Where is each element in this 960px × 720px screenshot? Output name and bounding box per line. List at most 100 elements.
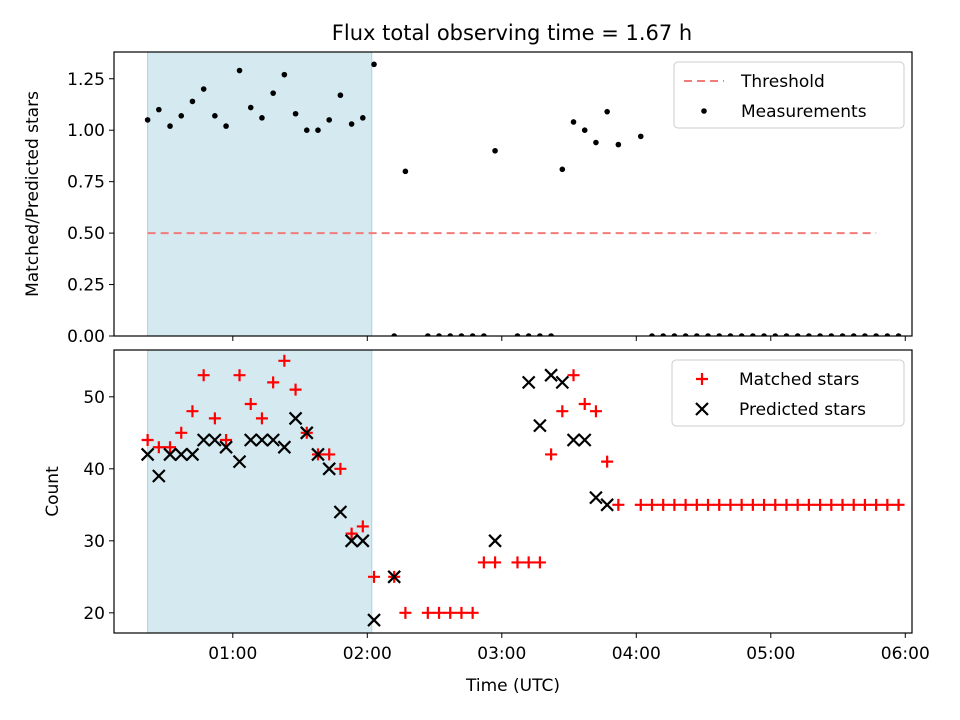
matched-stars-point xyxy=(466,606,479,619)
measurements-point xyxy=(559,166,566,173)
measurements-point xyxy=(436,333,442,336)
matched-stars-point xyxy=(713,498,726,511)
measurements-point xyxy=(884,333,891,336)
matched-stars-point xyxy=(634,498,647,511)
matched-stars-point xyxy=(356,520,369,533)
legend-predicted-stars-label: Predicted stars xyxy=(739,400,866,420)
x-axis-label: Time (UTC) xyxy=(465,676,560,696)
predicted-stars-point xyxy=(387,570,401,584)
measurements-point xyxy=(481,333,487,336)
measurements-point xyxy=(817,333,823,336)
matched-stars-point xyxy=(186,405,199,418)
measurements-point xyxy=(806,333,812,336)
top-y-tick-label: 0.00 xyxy=(67,327,105,347)
measurements-point xyxy=(772,333,779,336)
measurements-point xyxy=(360,115,366,121)
predicted-stars-point xyxy=(174,447,189,462)
matched-stars-point xyxy=(780,498,793,511)
measurements-point xyxy=(281,71,288,78)
measurements-point xyxy=(447,333,454,336)
predicted-stars-point xyxy=(163,447,177,462)
matched-stars-point xyxy=(433,606,446,619)
measurements-point xyxy=(671,333,678,336)
measurements-point xyxy=(649,333,655,336)
matched-stars-point xyxy=(825,498,838,511)
matched-stars-point xyxy=(175,426,188,439)
measurements-point xyxy=(178,112,185,119)
measurements-point xyxy=(391,333,397,336)
matched-stars-point xyxy=(141,434,154,447)
matched-stars-point xyxy=(278,354,291,367)
measurements-point xyxy=(716,333,723,336)
matched-stars-point xyxy=(556,405,569,418)
predicted-stars-point xyxy=(600,498,614,512)
matched-stars-point xyxy=(724,498,737,511)
bottom-y-tick-label: 20 xyxy=(83,604,105,624)
matched-stars-point xyxy=(334,462,347,475)
matched-stars-point xyxy=(758,498,771,511)
x-tick-label: 01:00 xyxy=(208,644,257,664)
matched-stars-point xyxy=(477,556,490,569)
matched-stars-point xyxy=(533,556,546,569)
measurements-point xyxy=(144,117,151,123)
bottom-axes-frame xyxy=(113,349,913,634)
matched-stars-point xyxy=(578,398,591,411)
matched-stars-point xyxy=(802,498,815,511)
top-axes-frame xyxy=(113,51,913,337)
measurements-point xyxy=(682,333,689,336)
matched-stars-point xyxy=(746,498,759,511)
measurements-point xyxy=(570,119,577,125)
top-y-tick-label: 0.50 xyxy=(67,224,105,244)
matched-stars-point xyxy=(881,498,894,511)
measurements-point xyxy=(270,90,276,96)
predicted-stars-point xyxy=(232,454,247,469)
matched-stars-point xyxy=(220,434,233,447)
top-y-tick-label: 1.25 xyxy=(67,70,105,90)
predicted-stars-point xyxy=(288,411,303,426)
matched-stars-point xyxy=(702,498,715,511)
matched-stars-point xyxy=(892,498,905,511)
matched-stars-point xyxy=(769,498,782,511)
measurements-point xyxy=(236,67,243,74)
predicted-stars-point xyxy=(196,433,211,447)
measurements-point xyxy=(189,98,196,105)
predicted-stars-point xyxy=(367,613,381,627)
matched-stars-point xyxy=(489,556,502,569)
legend-measurements-symbol xyxy=(701,108,707,114)
bottom-y-tick-label: 30 xyxy=(83,532,105,552)
bottom-legend-box xyxy=(671,359,905,427)
matched-stars-point xyxy=(323,448,336,461)
matched-stars-point xyxy=(511,556,524,569)
predicted-stars-point xyxy=(255,433,269,447)
measurements-point xyxy=(402,168,409,175)
predicted-stars-point xyxy=(521,375,536,390)
predicted-stars-point xyxy=(488,534,502,548)
measurements-point xyxy=(326,117,332,123)
measurements-point xyxy=(167,123,173,129)
matched-stars-point xyxy=(368,570,381,583)
x-tick-label: 06:00 xyxy=(881,644,930,664)
legend-matched-stars-label: Matched stars xyxy=(739,370,859,390)
measurements-point xyxy=(247,104,254,111)
measurements-point xyxy=(371,61,377,68)
predicted-stars-point xyxy=(208,433,222,447)
matched-stars-point xyxy=(645,498,658,511)
measurements-point xyxy=(156,106,162,113)
top-y-tick-label: 0.25 xyxy=(67,276,105,296)
predicted-stars-point xyxy=(277,440,292,454)
matched-stars-point xyxy=(444,606,457,619)
predicted-stars-point xyxy=(533,418,547,433)
top-legend-box xyxy=(673,61,905,129)
measurements-point xyxy=(212,112,218,119)
top-panel: 0.00 0.25 0.50 0.75 1.00 1.25 Matched/Predicte… xyxy=(23,51,913,347)
top-plot-area xyxy=(144,61,902,336)
matched-stars-point xyxy=(735,498,748,511)
matched-stars-point xyxy=(814,498,827,511)
x-tick-label: 02:00 xyxy=(343,644,392,664)
matched-stars-point xyxy=(522,556,535,569)
matched-stars-point xyxy=(255,412,268,425)
bottom-y-axis-label: Count xyxy=(43,466,63,517)
matched-stars-point xyxy=(233,369,246,382)
measurements-point xyxy=(337,92,344,99)
measurements-point xyxy=(839,333,846,336)
